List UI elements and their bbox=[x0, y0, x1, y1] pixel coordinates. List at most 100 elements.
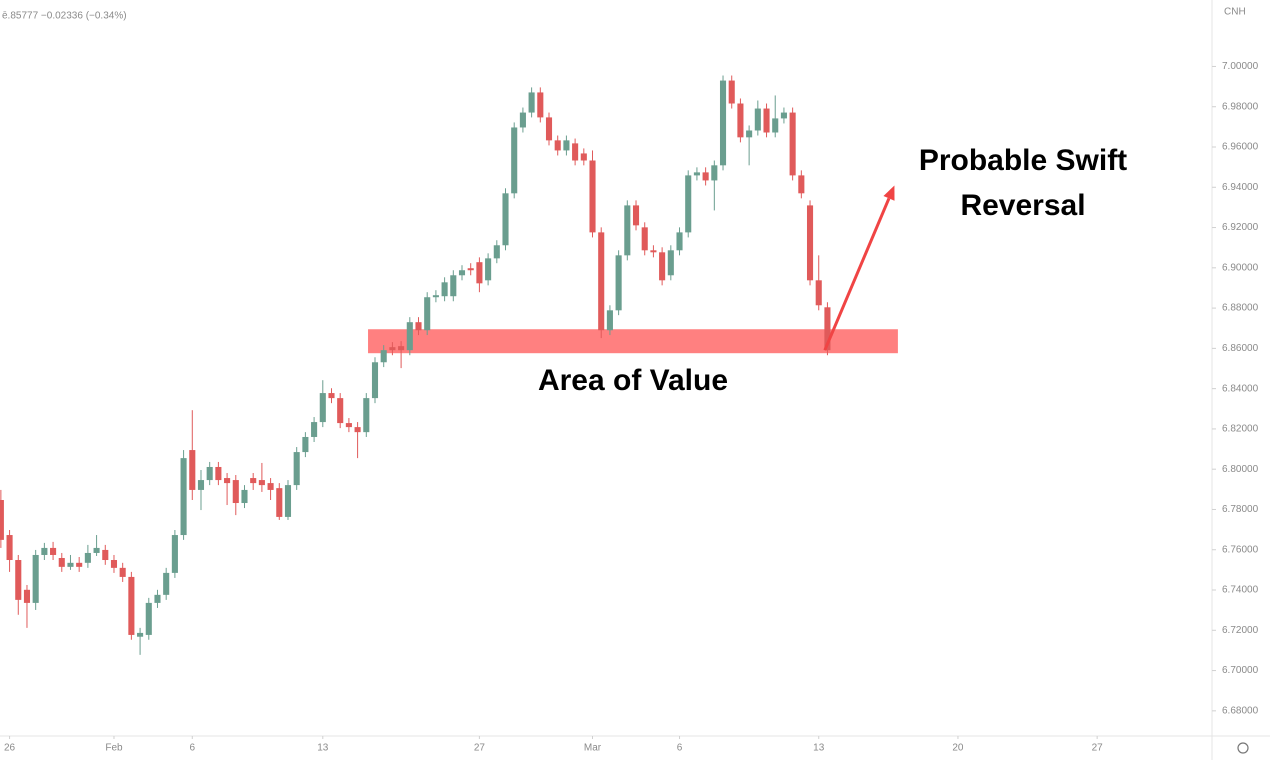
y-tick-label: 6.76000 bbox=[1222, 544, 1259, 555]
candle-body bbox=[650, 250, 657, 253]
candle-body bbox=[58, 557, 65, 567]
candle-body bbox=[189, 450, 196, 490]
y-tick-label: 6.80000 bbox=[1222, 464, 1259, 475]
candle-body bbox=[545, 117, 553, 141]
y-tick-label: 6.96000 bbox=[1222, 142, 1259, 153]
settings-icon[interactable] bbox=[1237, 742, 1249, 754]
y-tick-label: 6.78000 bbox=[1222, 504, 1259, 515]
candle-body bbox=[754, 108, 761, 131]
y-tick-label: 6.70000 bbox=[1222, 665, 1259, 676]
candle-body bbox=[250, 478, 257, 484]
arrow-shaft bbox=[823, 197, 891, 351]
candle-body bbox=[441, 282, 448, 297]
candle-body bbox=[363, 398, 370, 433]
candle-body bbox=[128, 576, 135, 635]
candle-body bbox=[824, 307, 831, 351]
candle-body bbox=[476, 262, 483, 284]
candle-body bbox=[432, 295, 439, 298]
y-tick-label: 6.84000 bbox=[1222, 383, 1259, 394]
candle-body bbox=[780, 112, 787, 119]
candle-body bbox=[424, 297, 431, 331]
candle-body bbox=[580, 153, 587, 161]
candle-body bbox=[493, 245, 500, 259]
y-tick-label: 6.74000 bbox=[1222, 585, 1259, 596]
candle-body bbox=[676, 232, 683, 251]
candle-body bbox=[467, 268, 474, 271]
candle-body bbox=[641, 227, 648, 251]
candle-body bbox=[589, 160, 596, 233]
candle-body bbox=[354, 427, 361, 433]
candle-body bbox=[67, 562, 74, 567]
candle-body bbox=[815, 280, 822, 306]
candle-body bbox=[624, 205, 631, 256]
x-tick-label: 20 bbox=[952, 743, 964, 754]
candle-body bbox=[154, 594, 161, 603]
candle-body bbox=[772, 118, 779, 133]
candle-body bbox=[206, 466, 213, 481]
y-tick-label: 6.88000 bbox=[1222, 303, 1259, 314]
x-tick-label: Mar bbox=[584, 743, 602, 754]
y-tick-label: 6.82000 bbox=[1222, 424, 1259, 435]
currency: CNH bbox=[1224, 7, 1246, 18]
candle-body bbox=[276, 488, 283, 517]
candle-body bbox=[693, 172, 700, 176]
candle-body bbox=[380, 350, 387, 363]
candle-body bbox=[537, 92, 544, 118]
y-tick-label: 6.68000 bbox=[1222, 705, 1259, 716]
candle-body bbox=[415, 322, 422, 331]
candle-body bbox=[258, 480, 265, 486]
candle-body bbox=[50, 547, 57, 555]
candle-body bbox=[284, 485, 292, 517]
candle-body bbox=[163, 572, 170, 595]
candle-body bbox=[685, 175, 692, 233]
candle-body bbox=[32, 554, 39, 603]
y-tick-label: 7.00000 bbox=[1222, 61, 1259, 72]
candle-body bbox=[728, 80, 735, 104]
candle-body bbox=[267, 483, 274, 490]
candle-body bbox=[667, 250, 674, 276]
candle-body bbox=[232, 480, 239, 504]
candle-body bbox=[389, 347, 396, 351]
y-tick-label: 6.94000 bbox=[1222, 182, 1259, 193]
candle-body bbox=[632, 205, 640, 226]
x-tick-label: 13 bbox=[317, 743, 329, 754]
candle-body bbox=[519, 112, 526, 128]
candle-body bbox=[458, 270, 466, 276]
candle-body bbox=[302, 436, 309, 453]
annotation: Area of Value bbox=[537, 364, 729, 397]
candle-body bbox=[598, 232, 605, 331]
candle-body bbox=[145, 602, 152, 635]
candle-body bbox=[789, 112, 796, 176]
candle-body bbox=[554, 140, 561, 151]
candle-body bbox=[485, 258, 492, 281]
arrow-head bbox=[883, 185, 895, 201]
candle-body bbox=[76, 562, 83, 567]
y-tick-label: 6.92000 bbox=[1222, 222, 1259, 233]
candle-body bbox=[0, 500, 4, 540]
candle-body bbox=[606, 310, 613, 331]
candle-body bbox=[197, 480, 205, 490]
candle-body bbox=[615, 255, 622, 311]
candle-body bbox=[328, 393, 335, 399]
candle-body bbox=[659, 252, 666, 281]
candle-body bbox=[371, 362, 379, 399]
candle-body bbox=[93, 547, 100, 553]
x-tick-label: Feb bbox=[105, 743, 123, 754]
candle-body bbox=[511, 127, 518, 194]
annotation: Probable Swift Reversal bbox=[918, 144, 1128, 222]
candle-body bbox=[102, 549, 109, 561]
candle-body bbox=[15, 560, 22, 600]
candle-body bbox=[763, 108, 770, 133]
candle-body bbox=[806, 205, 814, 281]
candle-body bbox=[572, 143, 579, 161]
x-tick-label: 27 bbox=[474, 743, 486, 754]
candle-body bbox=[23, 589, 31, 603]
candle-body bbox=[84, 552, 91, 563]
x-tick-label: 13 bbox=[813, 743, 825, 754]
x-tick-label: 6 bbox=[190, 743, 196, 754]
candle-body bbox=[110, 560, 118, 568]
candle-body bbox=[398, 346, 405, 351]
candle-body bbox=[345, 423, 352, 428]
